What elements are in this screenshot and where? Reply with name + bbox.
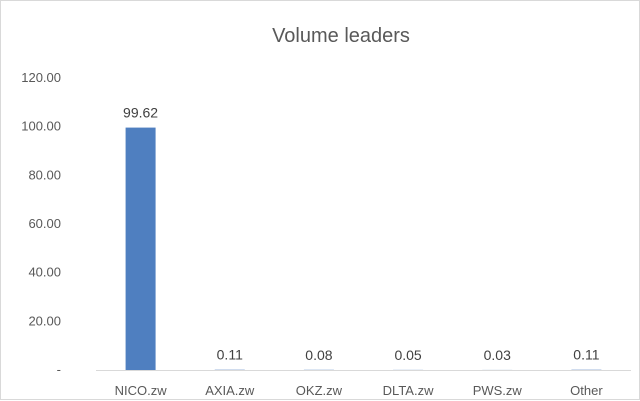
- data-label: 0.08: [305, 347, 332, 363]
- data-label: 0.11: [217, 347, 243, 363]
- x-axis-labels: NICO.zw AXIA.zw OKZ.zw DLTA.zw PWS.zw Other: [115, 383, 604, 398]
- data-labels: 99.62 0.11 0.08 0.05 0.03 0.11: [123, 105, 600, 363]
- bars: [126, 128, 602, 370]
- chart-title: Volume leaders: [272, 25, 410, 47]
- data-label: 99.62: [123, 105, 158, 121]
- x-category-label: PWS.zw: [473, 383, 523, 398]
- data-label: 0.11: [573, 347, 599, 363]
- y-tick-label: 20.00: [28, 313, 61, 328]
- y-tick-label: 60.00: [28, 216, 61, 231]
- x-category-label: AXIA.zw: [205, 383, 255, 398]
- x-category-label: NICO.zw: [115, 383, 168, 398]
- x-category-label: OKZ.zw: [296, 383, 343, 398]
- bar-nico-zw: [126, 128, 156, 370]
- y-tick-label: 80.00: [28, 167, 61, 182]
- y-tick-label: 40.00: [28, 265, 61, 280]
- y-tick-label: -: [57, 362, 61, 377]
- x-category-label: DLTA.zw: [383, 383, 434, 398]
- x-category-label: Other: [570, 383, 603, 398]
- y-tick-label: 100.00: [21, 119, 61, 134]
- y-axis: - 20.00 40.00 60.00 80.00 100.00 120.00: [21, 70, 61, 377]
- data-label: 0.03: [484, 347, 511, 363]
- data-label: 0.05: [394, 347, 421, 363]
- y-tick-label: 120.00: [21, 70, 61, 85]
